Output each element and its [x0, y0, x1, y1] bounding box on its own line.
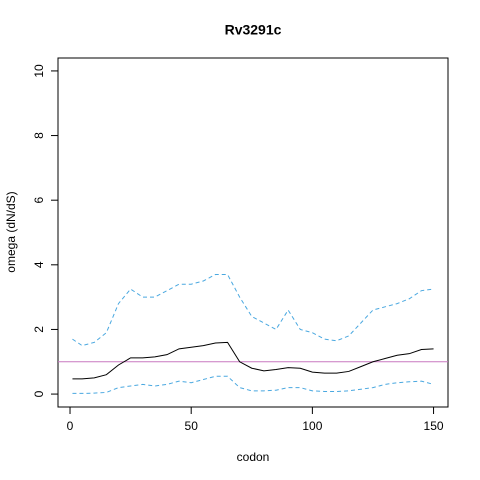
plot-box: [57, 57, 449, 408]
y-tick-label: 8: [32, 132, 46, 139]
y-tick-label: 4: [32, 261, 46, 268]
y-tick-label: 2: [32, 326, 46, 333]
y-tick-label: 6: [32, 197, 46, 204]
y-axis-label: omega (dN/dS): [4, 191, 18, 272]
chart-title: Rv3291c: [225, 22, 282, 38]
x-axis-label: codon: [237, 450, 270, 464]
y-tick-label: 0: [32, 390, 46, 397]
y-tick-label: 10: [32, 64, 46, 78]
series-line: [72, 341, 434, 380]
series-line: [72, 375, 434, 394]
x-tick-label: 150: [424, 419, 444, 433]
x-tick-label: 50: [185, 419, 199, 433]
x-tick-label: 100: [302, 419, 322, 433]
x-tick-label: 0: [67, 419, 74, 433]
series-line: [72, 274, 434, 347]
